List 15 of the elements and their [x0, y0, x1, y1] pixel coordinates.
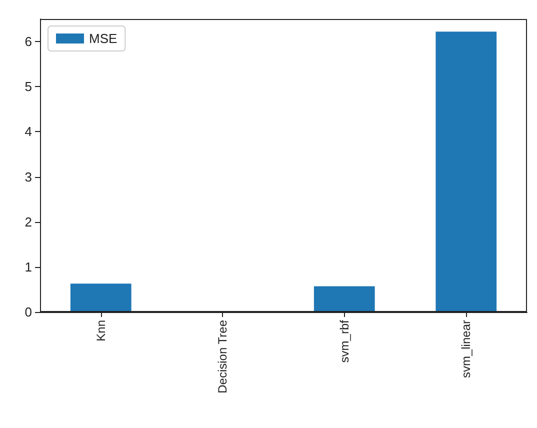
y-tick-label: 5: [24, 79, 32, 94]
x-tick-label: Decision Tree: [216, 320, 230, 394]
y-tick-label: 4: [24, 124, 32, 140]
x-tick-label: svm_linear: [459, 320, 474, 378]
y-tick-label: 2: [24, 214, 32, 230]
y-tick-label: 0: [24, 304, 32, 320]
bar: [314, 286, 375, 312]
y-tick-label: 6: [24, 34, 32, 50]
x-tick-label: Knn: [94, 320, 108, 342]
bar: [436, 32, 497, 312]
y-tick-label: 3: [24, 169, 32, 184]
x-tick-label: svm_rbf: [337, 319, 352, 363]
legend-label: MSE: [89, 31, 118, 46]
y-tick-label: 1: [24, 259, 32, 274]
bar: [70, 284, 132, 312]
